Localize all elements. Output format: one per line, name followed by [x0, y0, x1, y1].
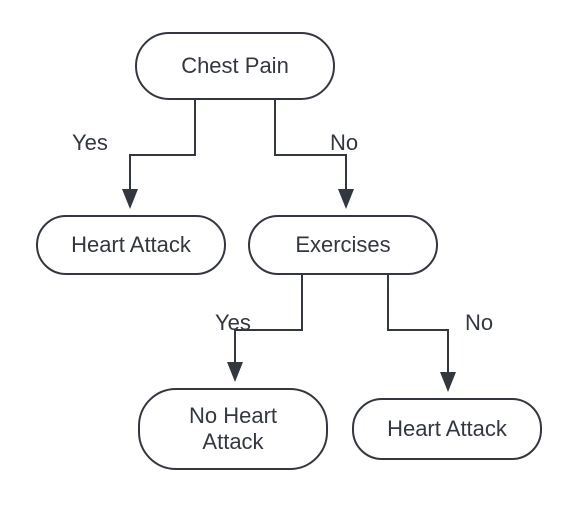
node-label: Heart Attack — [387, 416, 507, 442]
node-label: No HeartAttack — [189, 403, 277, 456]
node-heart_attack_1: Heart Attack — [36, 215, 226, 275]
node-label: Exercises — [295, 232, 390, 258]
node-chest_pain: Chest Pain — [135, 32, 335, 100]
node-label: Heart Attack — [71, 232, 191, 258]
edge-chest_pain-heart_attack_1 — [130, 100, 195, 205]
edge-exercises-heart_attack_2 — [388, 275, 448, 388]
node-label: Chest Pain — [181, 53, 289, 79]
node-heart_attack_2: Heart Attack — [352, 398, 542, 460]
edge-label-exercises-heart_attack_2: No — [465, 310, 493, 336]
edge-label-exercises-no_heart_attack: Yes — [215, 310, 251, 336]
node-no_heart_attack: No HeartAttack — [138, 388, 328, 470]
edge-label-chest_pain-exercises: No — [330, 130, 358, 156]
edge-label-chest_pain-heart_attack_1: Yes — [72, 130, 108, 156]
node-exercises: Exercises — [248, 215, 438, 275]
